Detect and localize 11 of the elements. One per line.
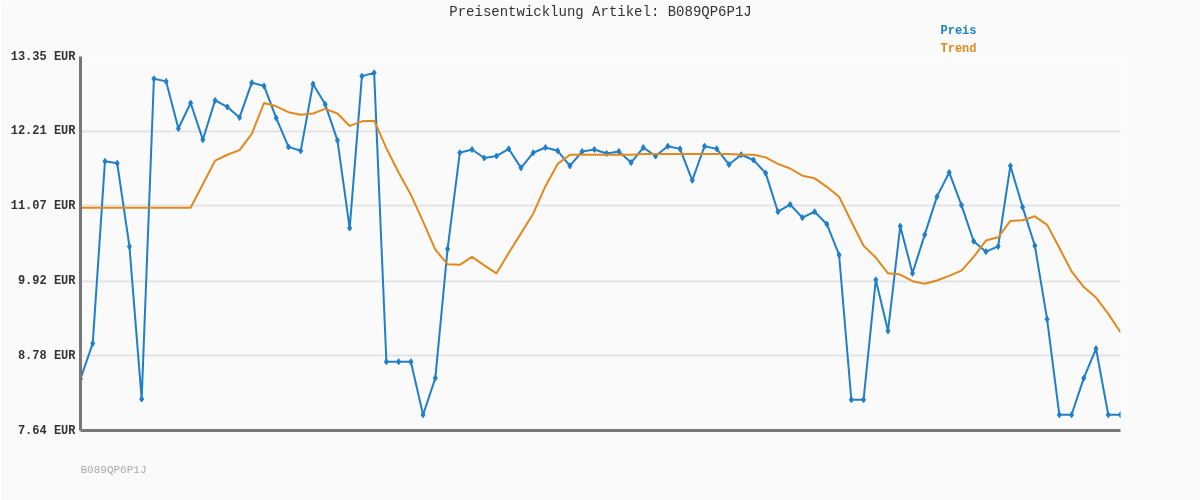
y-tick-label: 7.64 EUR	[17, 423, 77, 438]
text: Trend	[940, 41, 977, 56]
y-tick-label: 12.21 EUR	[10, 124, 77, 139]
chart-title: Preisentwicklung Artikel: B089QP6P1J	[449, 3, 752, 20]
text: Preis	[940, 23, 977, 38]
text: B089QP6P1J	[80, 463, 147, 476]
y-tick-label: 9.92 EUR	[17, 274, 77, 289]
line-series	[80, 102, 1121, 334]
y-tick-label: 8.78 EUR	[17, 348, 77, 363]
y-tick-label: 13.35 EUR	[10, 49, 77, 64]
y-tick-label: 11.07 EUR	[10, 198, 77, 213]
